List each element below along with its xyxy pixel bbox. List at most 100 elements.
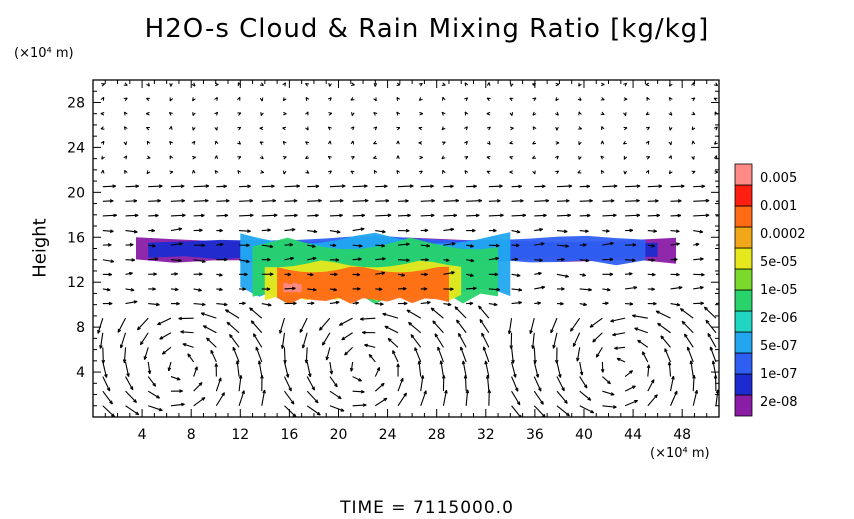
wind-vector [533, 390, 544, 405]
wind-vector [307, 214, 319, 217]
wind-vector [556, 229, 568, 233]
wind-vector [550, 317, 558, 334]
wind-vector-head [168, 126, 172, 130]
wind-vector-head [235, 360, 238, 365]
wind-vector-head [646, 364, 650, 369]
wind-vector-head [419, 98, 423, 101]
wind-vector [488, 244, 500, 247]
wind-vector-head [496, 287, 500, 291]
wind-vector [329, 301, 340, 305]
wind-vector-head [705, 320, 708, 324]
wind-vector-head [283, 98, 287, 102]
wind-vector [302, 332, 308, 349]
wind-vector-head [292, 400, 295, 405]
wind-vector-head [578, 126, 582, 130]
wind-vector [533, 376, 542, 392]
wind-vector-head [396, 82, 401, 86]
wind-vector-head [560, 287, 565, 290]
wind-vector [466, 185, 477, 188]
wind-vector [511, 288, 522, 291]
wind-vector-head [134, 229, 138, 233]
wind-vector-head [534, 359, 537, 364]
wind-vector-head [722, 258, 725, 259]
wind-vector [420, 200, 435, 202]
wind-vector-head [623, 156, 628, 160]
wind-vector-head [226, 321, 230, 326]
wind-vector-head [363, 184, 368, 187]
wind-vector [102, 405, 115, 417]
wind-vector-head [604, 301, 609, 304]
wind-vector [102, 376, 111, 392]
wind-vector [216, 185, 227, 188]
wind-vector [384, 325, 399, 334]
wind-vector-head [636, 198, 640, 202]
wind-vector-head [246, 243, 250, 246]
wind-vector [279, 317, 286, 334]
wind-vector-head [242, 301, 246, 304]
wind-vector [534, 228, 543, 232]
wind-vector [99, 332, 104, 349]
wind-vector [329, 390, 342, 400]
wind-vector [140, 332, 149, 345]
wind-vector [614, 346, 626, 349]
wind-vector-head [135, 184, 139, 187]
y-tick-label: 28 [67, 95, 85, 111]
wind-vector [579, 214, 591, 217]
wind-vector-head [578, 141, 582, 146]
wind-vector [284, 228, 296, 232]
wind-vector [460, 346, 467, 363]
wind-vector [397, 200, 409, 202]
wind-vector [693, 199, 710, 202]
wind-vector [625, 185, 641, 188]
wind-vector-head [713, 126, 718, 129]
wind-vector-head [500, 213, 504, 216]
wind-vector-head [514, 257, 519, 260]
wind-vector [352, 258, 362, 261]
wind-vector-head [701, 272, 705, 276]
wind-vector-head [545, 198, 550, 202]
wind-vector-head [722, 260, 725, 261]
wind-vector-head [381, 243, 386, 247]
wind-vector-head [509, 171, 513, 174]
wind-vector [102, 390, 113, 405]
wind-vector [624, 370, 633, 377]
wind-vector-head [332, 243, 337, 246]
wind-vector-head [261, 155, 264, 160]
wind-vector-head [473, 184, 477, 187]
wind-vector-head [606, 229, 610, 232]
wind-vector-head [204, 198, 209, 202]
wind-vector [137, 317, 149, 331]
wind-vector-head [333, 272, 338, 275]
wind-vector-head [555, 141, 560, 144]
wind-vector-head [282, 127, 286, 131]
wind-vector [200, 312, 217, 319]
wind-vector-head [358, 257, 362, 260]
wind-vector-head [396, 97, 399, 101]
wind-vector [576, 347, 581, 362]
wind-vector-head [380, 302, 384, 305]
wind-vector [125, 214, 139, 217]
colorbar-label: 0.001 [760, 199, 797, 214]
wind-vector [712, 360, 717, 377]
wind-vector [258, 360, 263, 377]
wind-vector [715, 288, 719, 290]
wind-vector-head [677, 199, 682, 202]
wind-vector-head [179, 242, 183, 244]
wind-vector [352, 199, 369, 202]
wind-vector-head [339, 213, 343, 216]
wind-vector-head [469, 301, 474, 304]
wind-vector-head [267, 228, 271, 231]
wind-vector [632, 314, 648, 319]
wind-vector [162, 346, 172, 355]
wind-vector-head [97, 330, 101, 334]
wind-vector [193, 185, 210, 188]
x-tick-label: 36 [526, 427, 544, 443]
wind-vector-head [510, 345, 514, 349]
wind-vector-head [316, 399, 319, 404]
wind-vector [602, 405, 617, 408]
wind-vector-head [101, 156, 105, 160]
wind-vector-head [609, 272, 614, 275]
wind-vector-head [669, 83, 673, 87]
wind-vector [511, 347, 514, 364]
wind-vector-head [676, 242, 680, 245]
